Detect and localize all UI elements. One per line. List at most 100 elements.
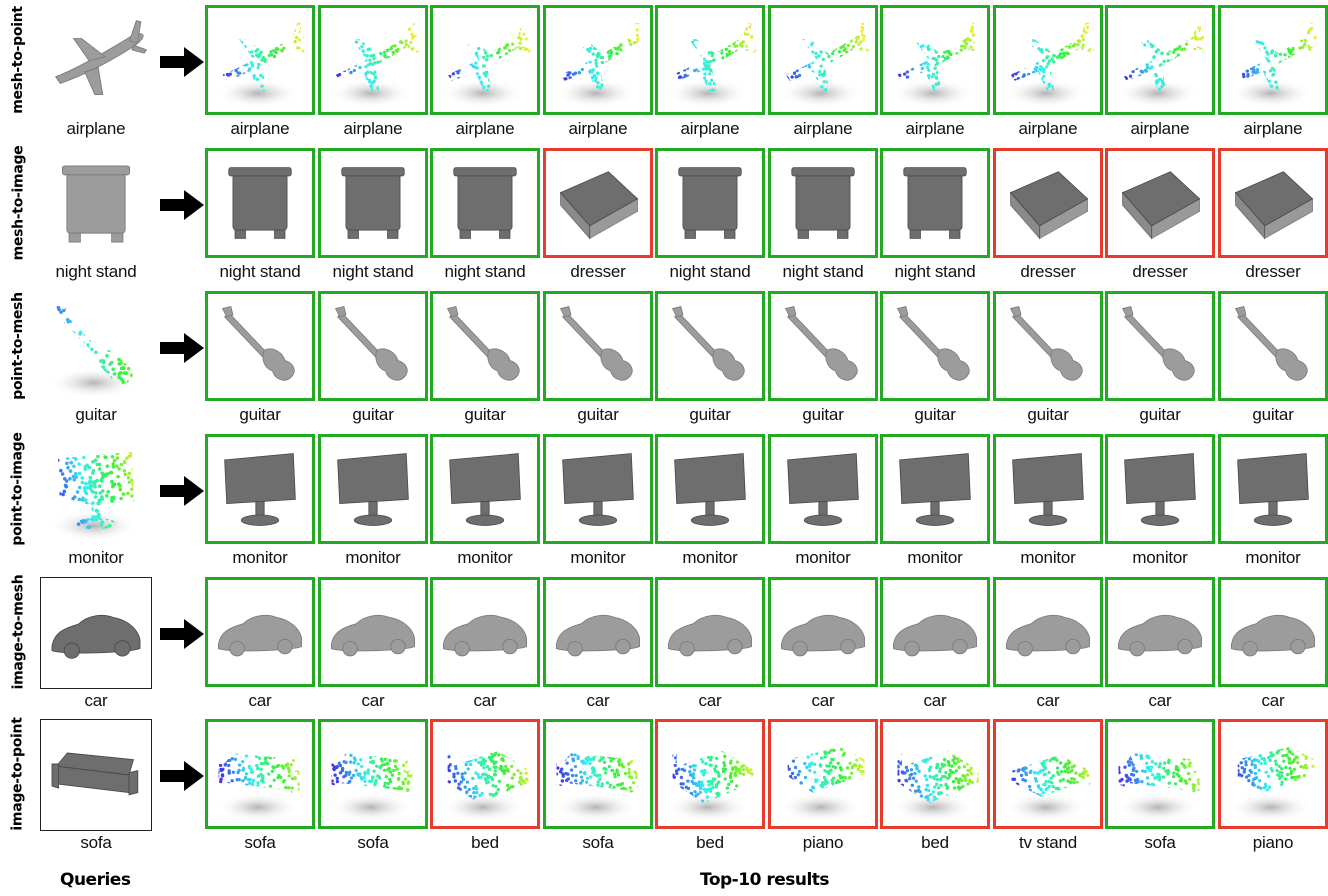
task-label: image-to-mesh: [0, 575, 36, 690]
queries-label: Queries: [60, 870, 131, 890]
result-caption: monitor: [345, 548, 401, 567]
result-caption: airplane: [680, 119, 740, 138]
result-caption: guitar: [239, 405, 281, 424]
task-label-text: mesh-to-point: [10, 6, 27, 114]
result-correct: [318, 148, 428, 258]
result-correct: [1218, 434, 1328, 544]
result-correct: [543, 434, 653, 544]
result-caption: monitor: [1020, 548, 1076, 567]
result-correct: [1218, 5, 1328, 115]
query-thumbnail: [40, 434, 152, 546]
result-correct: [430, 577, 540, 687]
query-caption: monitor: [68, 548, 124, 567]
result-correct: [1105, 577, 1215, 687]
result-caption: piano: [1252, 833, 1294, 852]
result-caption: night stand: [669, 262, 751, 281]
result-caption: car: [811, 691, 835, 710]
result-wrong: [993, 719, 1103, 829]
result-correct: [430, 434, 540, 544]
result-correct: [1105, 434, 1215, 544]
result-caption: sofa: [582, 833, 614, 852]
result-correct: [768, 577, 878, 687]
result-correct: [880, 148, 990, 258]
result-correct: [993, 5, 1103, 115]
query-thumbnail: [40, 577, 152, 689]
result-wrong: [768, 719, 878, 829]
result-caption: monitor: [907, 548, 963, 567]
result-correct: [655, 577, 765, 687]
result-wrong: [1218, 719, 1328, 829]
result-caption: airplane: [905, 119, 965, 138]
result-caption: bed: [921, 833, 949, 852]
result-caption: monitor: [570, 548, 626, 567]
result-caption: tv stand: [1019, 833, 1077, 852]
query-caption: guitar: [75, 405, 117, 424]
result-caption: car: [923, 691, 947, 710]
result-caption: night stand: [444, 262, 526, 281]
result-correct: [880, 291, 990, 401]
result-correct: [655, 291, 765, 401]
result-caption: guitar: [1027, 405, 1069, 424]
result-correct: [318, 291, 428, 401]
result-caption: guitar: [464, 405, 506, 424]
result-caption: car: [1148, 691, 1172, 710]
result-caption: dresser: [1245, 262, 1301, 281]
arrow-right-icon: [160, 619, 204, 649]
arrow-right-icon: [160, 47, 204, 77]
result-wrong: [543, 148, 653, 258]
task-label-text: point-to-mesh: [10, 292, 27, 400]
result-caption: piano: [802, 833, 844, 852]
result-caption: guitar: [1139, 405, 1181, 424]
result-correct: [1105, 5, 1215, 115]
result-correct: [205, 5, 315, 115]
task-label-text: point-to-image: [10, 432, 26, 546]
result-caption: monitor: [795, 548, 851, 567]
result-correct: [655, 148, 765, 258]
result-correct: [318, 719, 428, 829]
result-correct: [880, 5, 990, 115]
result-caption: dresser: [1132, 262, 1188, 281]
query-caption: sofa: [80, 833, 112, 852]
result-caption: monitor: [232, 548, 288, 567]
result-caption: airplane: [568, 119, 628, 138]
result-correct: [205, 719, 315, 829]
result-correct: [318, 434, 428, 544]
query-caption: airplane: [66, 119, 126, 138]
result-wrong: [993, 148, 1103, 258]
result-correct: [655, 5, 765, 115]
result-caption: airplane: [1243, 119, 1303, 138]
arrow-right-icon: [160, 761, 204, 791]
result-correct: [1218, 291, 1328, 401]
result-caption: car: [248, 691, 272, 710]
result-correct: [655, 434, 765, 544]
result-wrong: [430, 719, 540, 829]
result-caption: monitor: [682, 548, 738, 567]
result-wrong: [1218, 148, 1328, 258]
result-correct: [205, 577, 315, 687]
task-label-text: mesh-to-image: [10, 145, 27, 261]
result-caption: car: [698, 691, 722, 710]
result-correct: [318, 5, 428, 115]
task-label: mesh-to-image: [0, 145, 36, 261]
result-caption: dresser: [570, 262, 626, 281]
task-label: point-to-mesh: [0, 291, 36, 401]
result-correct: [880, 434, 990, 544]
results-label: Top-10 results: [700, 870, 830, 890]
query-caption: car: [84, 691, 108, 710]
arrow-right-icon: [160, 333, 204, 363]
result-caption: monitor: [1132, 548, 1188, 567]
result-correct: [543, 291, 653, 401]
task-label: point-to-image: [0, 432, 36, 546]
result-caption: sofa: [1144, 833, 1176, 852]
result-caption: bed: [696, 833, 724, 852]
result-caption: guitar: [802, 405, 844, 424]
query-thumbnail: [40, 5, 152, 117]
result-caption: car: [1261, 691, 1285, 710]
result-caption: guitar: [1252, 405, 1294, 424]
result-correct: [430, 5, 540, 115]
task-label-text: image-to-point: [10, 717, 26, 831]
result-correct: [1105, 291, 1215, 401]
query-thumbnail: [40, 148, 152, 260]
result-correct: [543, 5, 653, 115]
